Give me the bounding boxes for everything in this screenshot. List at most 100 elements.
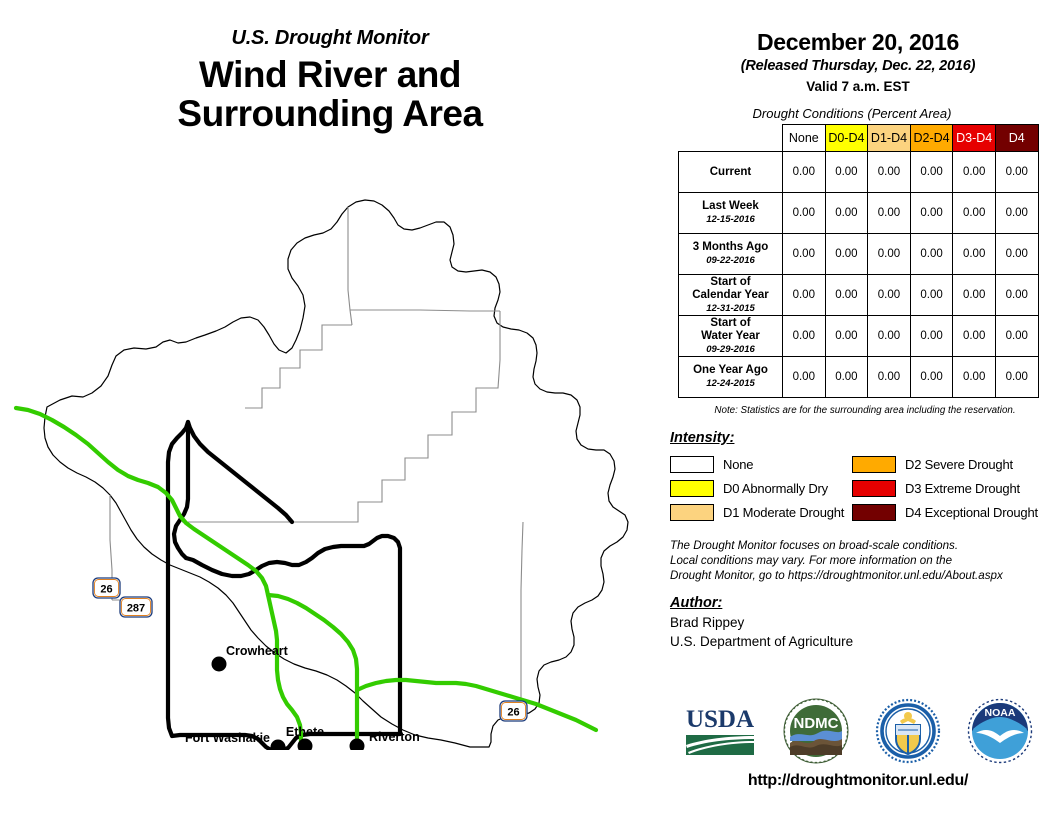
- highway-riverton-branch: [265, 592, 360, 749]
- table-header-row: None D0-D4 D1-D4 D2-D4 D3-D4 D4: [679, 124, 1039, 152]
- map-supertitle: U.S. Drought Monitor: [231, 27, 429, 49]
- site-url[interactable]: http://droughtmonitor.unl.edu/: [747, 772, 969, 789]
- valid-time: Valid 7 a.m. EST: [806, 79, 910, 94]
- legend-label-d4: D4 Exceptional Drought: [905, 504, 1038, 520]
- cell-current-d4: 0.00: [994, 151, 1039, 193]
- table-row: Last Week 12-15-2016 0.00 0.00 0.00 0.00…: [678, 192, 1039, 234]
- cell-wateryear-d1d4: 0.00: [867, 315, 911, 357]
- row-label-last-week: Last Week 12-15-2016: [678, 192, 783, 234]
- cell-lastweek-d3d4: 0.00: [952, 192, 996, 234]
- author-name: Brad Rippey: [670, 615, 745, 630]
- legend-label-d0: D0 Abnormally Dry: [723, 480, 828, 496]
- cell-oneyear-d3d4: 0.00: [952, 356, 996, 398]
- table-row: Start of Water Year 09-29-2016 0.00 0.00 …: [678, 315, 1039, 357]
- legend-label-d2: D2 Severe Drought: [905, 456, 1013, 472]
- legend-item-d2: D2 Severe Drought: [852, 452, 1034, 476]
- cell-lastweek-d2d4: 0.00: [909, 192, 954, 234]
- cell-3months-d0d4: 0.00: [824, 233, 869, 275]
- row-label-current: Current: [678, 151, 783, 193]
- author-agency: U.S. Department of Agriculture: [670, 634, 854, 649]
- city-dot-crowheart: [211, 656, 227, 672]
- cell-3months-d2d4: 0.00: [909, 233, 954, 275]
- highway-26-287-west: [13, 405, 350, 793]
- table-note: Note: Statistics are for the surrounding…: [714, 405, 1016, 416]
- date-block: December 20, 2016 (Released Thursday, De…: [660, 0, 1056, 97]
- intensity-title: Intensity:: [670, 430, 735, 446]
- table-row: One Year Ago 12-24-2015 0.00 0.00 0.00 0…: [678, 356, 1039, 398]
- legend-label-none: None: [723, 456, 754, 472]
- city-dot-fort-washakie: [270, 739, 286, 755]
- cell-calyear-none: 0.00: [782, 274, 826, 316]
- col-header-d2-d4: D2-D4: [909, 124, 954, 152]
- cell-lastweek-d1d4: 0.00: [867, 192, 911, 234]
- table-corner-cell: [679, 125, 783, 152]
- table-row: Start of Calendar Year 12-31-2015 0.00 0.…: [678, 274, 1039, 316]
- highway-shield-287-west: 287: [119, 596, 153, 618]
- author-block: Author: Brad Rippey U.S. Department of A…: [670, 594, 1056, 651]
- logo-row: USDA NDMC: [660, 688, 1056, 778]
- legend-item-none: None: [670, 452, 852, 476]
- cell-calyear-d3d4: 0.00: [952, 274, 996, 316]
- row-label-text: Current: [709, 165, 752, 178]
- disclaimer-line-2: Local conditions may vary. For more info…: [670, 554, 953, 567]
- usda-logo[interactable]: USDA: [682, 703, 758, 764]
- issue-date: December 20, 2016: [756, 29, 960, 55]
- cell-current-d1d4: 0.00: [867, 151, 911, 193]
- drought-conditions-table: None D0-D4 D1-D4 D2-D4 D3-D4 D4 Current …: [678, 124, 1039, 398]
- map-title-line-1: Wind River and: [199, 54, 461, 95]
- cell-3months-d1d4: 0.00: [867, 233, 911, 275]
- legend-grid: None D2 Severe Drought D0 Abnormally Dry…: [670, 452, 1056, 524]
- col-header-d4: D4: [994, 124, 1039, 152]
- cell-3months-d4: 0.00: [994, 233, 1039, 275]
- cell-lastweek-d4: 0.00: [994, 192, 1039, 234]
- usda-wordmark: USDA: [686, 706, 754, 733]
- cell-oneyear-d2d4: 0.00: [909, 356, 954, 398]
- row-label-date: 12-31-2015: [706, 302, 755, 314]
- highway-26-east: [354, 677, 599, 733]
- cell-3months-d3d4: 0.00: [952, 233, 996, 275]
- map-title-line-2: Surrounding Area: [177, 93, 483, 134]
- drought-map[interactable]: 26 287 26 287: [0, 150, 660, 816]
- table-row: 3 Months Ago 09-22-2016 0.00 0.00 0.00 0…: [678, 233, 1039, 275]
- info-panel: December 20, 2016 (Released Thursday, De…: [660, 0, 1056, 816]
- legend-swatch-d3: [852, 479, 896, 497]
- cell-current-d3d4: 0.00: [952, 151, 996, 193]
- study-area-boundary: [43, 199, 629, 748]
- map-graphic[interactable]: 26 287 26 287: [0, 150, 660, 816]
- row-label-text: Start of Water Year: [701, 316, 760, 342]
- col-header-d1-d4: D1-D4: [867, 124, 911, 152]
- ndmc-logo[interactable]: NDMC: [782, 697, 850, 770]
- noaa-logo[interactable]: NOAA: [966, 697, 1034, 770]
- legend-swatch-d1: [670, 503, 714, 521]
- cell-wateryear-d3d4: 0.00: [952, 315, 996, 357]
- row-label-text: 3 Months Ago: [692, 241, 769, 253]
- cell-wateryear-d0d4: 0.00: [824, 315, 869, 357]
- released-date: (Released Thursday, Dec. 22, 2016): [740, 58, 976, 74]
- cell-oneyear-none: 0.00: [782, 356, 826, 398]
- intensity-legend: Intensity: None D2 Severe Drought D0 Abn…: [670, 430, 1056, 524]
- row-label-date: 09-29-2016: [706, 343, 755, 355]
- reservation-boundary-west: [171, 419, 191, 561]
- city-label-riverton: Riverton: [369, 730, 420, 744]
- cell-current-none: 0.00: [782, 151, 826, 193]
- ndmc-wordmark: NDMC: [794, 715, 839, 732]
- legend-item-d0: D0 Abnormally Dry: [670, 476, 852, 500]
- author-title: Author:: [670, 595, 723, 611]
- city-dot-ethete: [297, 738, 313, 754]
- cell-lastweek-d0d4: 0.00: [824, 192, 869, 234]
- city-label-ethete: Ethete: [286, 725, 324, 739]
- legend-item-d1: D1 Moderate Drought: [670, 500, 852, 524]
- disclaimer-line-3: Drought Monitor, go to https://droughtmo…: [670, 569, 1003, 582]
- disclaimer-text: The Drought Monitor focuses on broad-sca…: [670, 538, 1056, 583]
- cell-calyear-d1d4: 0.00: [867, 274, 911, 316]
- commerce-logo[interactable]: [874, 697, 942, 770]
- row-label-start-calendar-year: Start of Calendar Year 12-31-2015: [678, 274, 783, 316]
- cell-calyear-d2d4: 0.00: [909, 274, 954, 316]
- svg-text:287: 287: [127, 603, 145, 615]
- highway-shield-26-east: 26: [499, 700, 528, 722]
- row-label-one-year-ago: One Year Ago 12-24-2015: [678, 356, 783, 398]
- highway-shield-26-west: 26: [92, 577, 121, 599]
- legend-label-d1: D1 Moderate Drought: [723, 504, 845, 520]
- legend-swatch-d0: [670, 479, 714, 497]
- cell-current-d2d4: 0.00: [909, 151, 954, 193]
